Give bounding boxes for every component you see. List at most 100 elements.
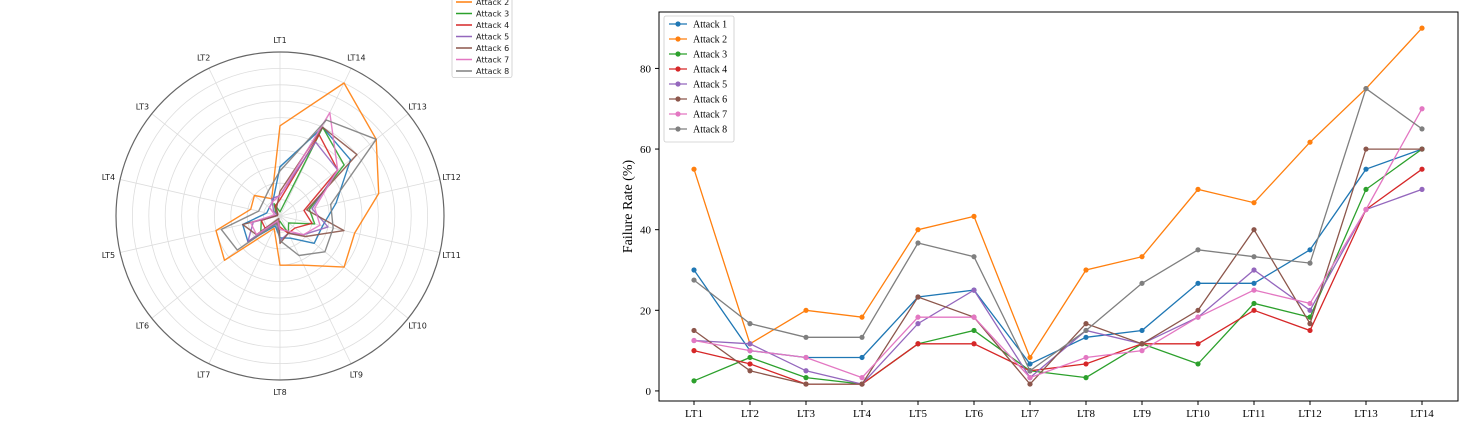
- radar-category-label: LT14: [347, 53, 365, 62]
- data-point: [1139, 348, 1145, 354]
- data-point: [1251, 267, 1257, 273]
- data-point: [747, 354, 753, 361]
- radar-series-line: [215, 82, 380, 268]
- data-point: [859, 334, 865, 340]
- data-point: [1251, 307, 1257, 313]
- legend-marker: [675, 66, 681, 72]
- x-tick-label: LT7: [1021, 408, 1039, 420]
- data-point: [859, 381, 865, 387]
- data-point: [747, 361, 753, 367]
- data-point: [1083, 375, 1089, 381]
- x-tick-label: LT13: [1354, 408, 1378, 420]
- data-point: [1027, 381, 1033, 387]
- data-point: [1083, 267, 1089, 273]
- data-point: [1307, 327, 1313, 334]
- data-point: [691, 348, 697, 354]
- data-point: [1139, 280, 1145, 286]
- data-point: [1083, 354, 1089, 361]
- radar-category-label: LT8: [273, 388, 286, 397]
- data-point: [691, 277, 697, 283]
- data-point: [691, 378, 697, 384]
- data-point: [1419, 166, 1425, 172]
- radar-legend-label: Attack 8: [476, 67, 509, 76]
- legend-label: Attack 2: [693, 35, 727, 46]
- legend-marker: [675, 96, 681, 102]
- data-point: [1251, 200, 1257, 206]
- data-point: [803, 368, 809, 374]
- data-point: [803, 375, 809, 381]
- data-point: [747, 341, 753, 347]
- data-point: [1419, 106, 1425, 112]
- line-legend-box: [663, 15, 735, 143]
- legend-marker: [675, 126, 681, 132]
- radar-legend-label: Attack 5: [476, 33, 509, 42]
- data-point: [1195, 314, 1201, 320]
- series-line: [693, 148, 1422, 386]
- data-point: [1195, 341, 1201, 347]
- y-axis-label: Failure Rate (%): [621, 160, 636, 254]
- legend-label: Attack 6: [693, 95, 727, 106]
- data-point: [1251, 254, 1257, 260]
- data-point: [691, 166, 697, 172]
- x-tick-label: LT2: [741, 408, 759, 420]
- radar-spoke: [151, 113, 281, 217]
- legend-label: Attack 7: [693, 110, 727, 121]
- data-point: [1363, 206, 1369, 213]
- legend-label: Attack 8: [693, 125, 727, 136]
- y-tick-label: 80: [640, 63, 652, 75]
- radar-category-label: LT10: [408, 322, 426, 331]
- radar-category-label: LT6: [136, 322, 149, 331]
- radar-category-label: LT7: [197, 371, 210, 380]
- data-point: [915, 227, 921, 233]
- series-line: [693, 108, 1423, 379]
- data-point: [1363, 186, 1369, 192]
- data-point: [1307, 300, 1313, 307]
- data-point: [1139, 341, 1145, 347]
- series-line: [693, 87, 1423, 372]
- data-point: [803, 381, 809, 387]
- data-point: [971, 213, 977, 219]
- data-point: [1027, 354, 1033, 361]
- data-point: [971, 327, 977, 334]
- data-point: [915, 294, 921, 300]
- data-point: [1195, 280, 1201, 286]
- data-point: [1251, 280, 1257, 286]
- data-point: [1251, 300, 1257, 307]
- x-tick-label: LT3: [797, 408, 815, 420]
- data-point: [747, 321, 753, 327]
- data-point: [1083, 327, 1089, 334]
- radar-category-label: LT4: [102, 173, 115, 182]
- radar-category-label: LT3: [136, 102, 149, 111]
- y-tick-label: 0: [646, 386, 652, 398]
- series-line: [693, 188, 1423, 385]
- data-point: [1363, 166, 1369, 172]
- data-point: [859, 375, 865, 381]
- data-point: [691, 337, 697, 344]
- radar-series-line: [249, 111, 339, 236]
- x-tick-label: LT1: [685, 408, 703, 420]
- radar-category-label: LT1: [273, 36, 286, 45]
- legend-marker: [675, 111, 681, 117]
- data-point: [1083, 321, 1089, 327]
- radar-spoke: [279, 215, 352, 364]
- radar-legend-box: [451, 0, 513, 78]
- radar-legend-label: Attack 4: [476, 21, 509, 30]
- radar-spoke: [208, 215, 281, 364]
- x-tick-label: LT5: [909, 408, 927, 420]
- legend-marker: [675, 21, 681, 27]
- data-point: [1195, 307, 1201, 313]
- radar-legend-label: Attack 3: [476, 10, 509, 19]
- data-point: [915, 240, 921, 246]
- data-point: [1363, 146, 1369, 152]
- data-point: [1195, 361, 1201, 367]
- data-point: [1419, 25, 1425, 31]
- radar-outer-frame: [115, 51, 445, 381]
- data-point: [1419, 126, 1425, 132]
- data-point: [747, 348, 753, 354]
- data-point: [803, 307, 809, 313]
- plot-frame: [658, 11, 1459, 402]
- radar-series-line: [220, 119, 377, 257]
- data-point: [1027, 368, 1033, 374]
- x-tick-label: LT9: [1133, 408, 1151, 420]
- line-chart: 0 20 40 60 80 LT1 LT2 LT3 LT4 LT5 LT6 LT7 LT8 LT9 LT10…: [621, 11, 1459, 420]
